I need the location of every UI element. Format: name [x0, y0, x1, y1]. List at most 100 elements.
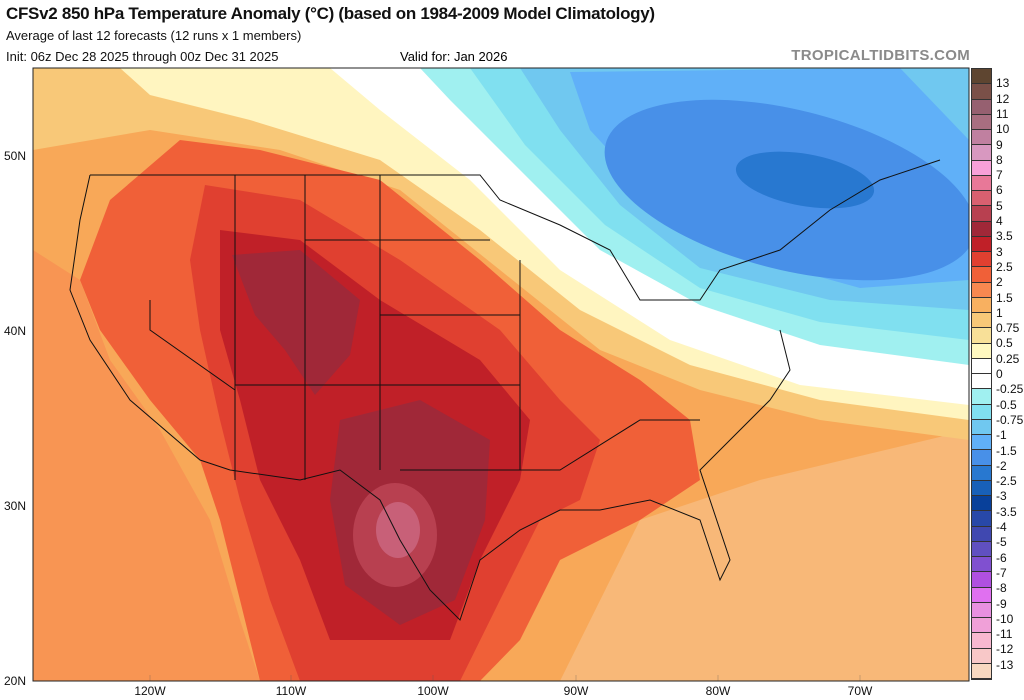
lon-label: 80W: [705, 684, 731, 698]
colorbar-label: 12: [996, 91, 1010, 106]
colorbar-bin: [972, 145, 991, 161]
colorbar-bin: [972, 648, 991, 664]
valid-time: Valid for: Jan 2026: [400, 49, 508, 64]
colorbar-label: -2: [996, 458, 1007, 473]
colorbar-label: 6: [996, 183, 1003, 198]
colorbar-bin: [972, 465, 991, 481]
colorbar-label: 5: [996, 198, 1003, 213]
colorbar-label: -2.5: [996, 474, 1017, 489]
colorbar-bin: [972, 419, 991, 435]
lon-label: 100W: [417, 684, 449, 698]
colorbar-label: 3: [996, 244, 1003, 259]
colorbar-label: -7: [996, 565, 1007, 580]
colorbar-label: 0.75: [996, 321, 1020, 336]
colorbar-label: -8: [996, 581, 1007, 596]
colorbar-label: 2.5: [996, 259, 1013, 274]
colorbar-label: 0: [996, 367, 1003, 381]
colorbar: [971, 68, 992, 680]
colorbar-bin: [972, 236, 991, 252]
colorbar-bin: [972, 435, 991, 451]
colorbar-bin: [972, 404, 991, 420]
watermark: TROPICALTIDBITS.COM: [791, 47, 970, 64]
init-time: Init: 06z Dec 28 2025 through 00z Dec 31…: [6, 49, 279, 64]
colorbar-label: -3.5: [996, 504, 1017, 519]
lon-label: 110W: [275, 684, 307, 698]
colorbar-label: -4: [996, 520, 1007, 534]
colorbar-bin: [972, 206, 991, 222]
lon-label: 120W: [134, 684, 166, 698]
lon-label: 70W: [847, 684, 873, 698]
colorbar-label: -6: [996, 550, 1007, 565]
colorbar-bin: [972, 69, 991, 85]
colorbar-bin: [972, 84, 991, 100]
colorbar-bin: [972, 99, 991, 115]
colorbar-bin: [972, 587, 991, 603]
colorbar-bin: [972, 633, 991, 649]
colorbar-bin: [972, 663, 991, 679]
colorbar-bin: [972, 160, 991, 176]
colorbar-bin: [972, 557, 991, 573]
colorbar-label: -0.25: [996, 382, 1024, 397]
colorbar-label: 0.5: [996, 336, 1013, 351]
field-left-orange: [33, 250, 260, 681]
boundaries: [69, 159, 941, 621]
colorbar-label: -0.5: [996, 397, 1017, 412]
map-subtitle: Average of last 12 forecasts (12 runs x …: [6, 28, 302, 43]
colorbar-label: 11: [996, 106, 1009, 121]
colorbar-label: 3.5: [996, 229, 1013, 244]
colorbar-bin: [972, 358, 991, 374]
colorbar-label: 1.5: [996, 290, 1013, 305]
colorbar-bin: [972, 480, 991, 496]
colorbar-bin: [972, 602, 991, 618]
colorbar-label: -12: [996, 642, 1014, 657]
colorbar-label: -5: [996, 535, 1007, 550]
colorbar-label: 8: [996, 152, 1003, 167]
colorbar-bin: [972, 526, 991, 542]
colorbar-bin: [972, 267, 991, 283]
map-title: CFSv2 850 hPa Temperature Anomaly (°C) (…: [6, 4, 655, 23]
colorbar-label: -9: [996, 596, 1007, 611]
colorbar-bin: [972, 313, 991, 329]
colorbar-label: 1: [996, 305, 1003, 320]
colorbar-label: -1.5: [996, 443, 1017, 458]
colorbar-label: -11: [996, 627, 1013, 642]
lat-label: 50N: [4, 149, 27, 163]
colorbar-bin: [972, 541, 991, 557]
field-anom-3-5-north: [232, 250, 360, 395]
colorbar-label: -0.75: [996, 412, 1024, 427]
lon-label: 90W: [563, 684, 589, 698]
colorbar-label: 9: [996, 137, 1003, 152]
colorbar-bin: [972, 450, 991, 466]
lat-label: 30N: [4, 499, 27, 513]
colorbar-label: -1: [996, 428, 1007, 443]
lat-label: 40N: [4, 324, 27, 338]
colorbar-bin: [972, 191, 991, 207]
colorbar-bin: [972, 496, 991, 512]
colorbar-bin: [972, 343, 991, 359]
colorbar-bin: [972, 328, 991, 344]
field-white: [330, 68, 969, 405]
colorbar-label: 10: [996, 122, 1010, 137]
field-blue-dark: [735, 151, 875, 209]
field-anom-5: [376, 502, 420, 558]
colorbar-bin: [972, 282, 991, 298]
colorbar-label: -10: [996, 611, 1014, 626]
colorbar-label: 4: [996, 214, 1003, 228]
graticule: [149, 675, 861, 681]
colorbar-bin: [972, 511, 991, 527]
field-light-orange-se: [560, 430, 969, 681]
colorbar-label: 13: [996, 76, 1010, 91]
colorbar-label: 2: [996, 275, 1003, 290]
colorbar-bin: [972, 175, 991, 191]
colorbar-bin: [972, 252, 991, 268]
colorbar-label: -3: [996, 489, 1007, 504]
colorbar-bin: [972, 374, 991, 390]
colorbar-bin: [972, 618, 991, 634]
colorbar-label: 7: [996, 168, 1003, 183]
lat-label: 20N: [4, 674, 27, 688]
colorbar-label: -13: [996, 657, 1014, 672]
colorbar-bin: [972, 572, 991, 588]
colorbar-bin: [972, 221, 991, 237]
colorbar-label: 0.25: [996, 351, 1020, 366]
